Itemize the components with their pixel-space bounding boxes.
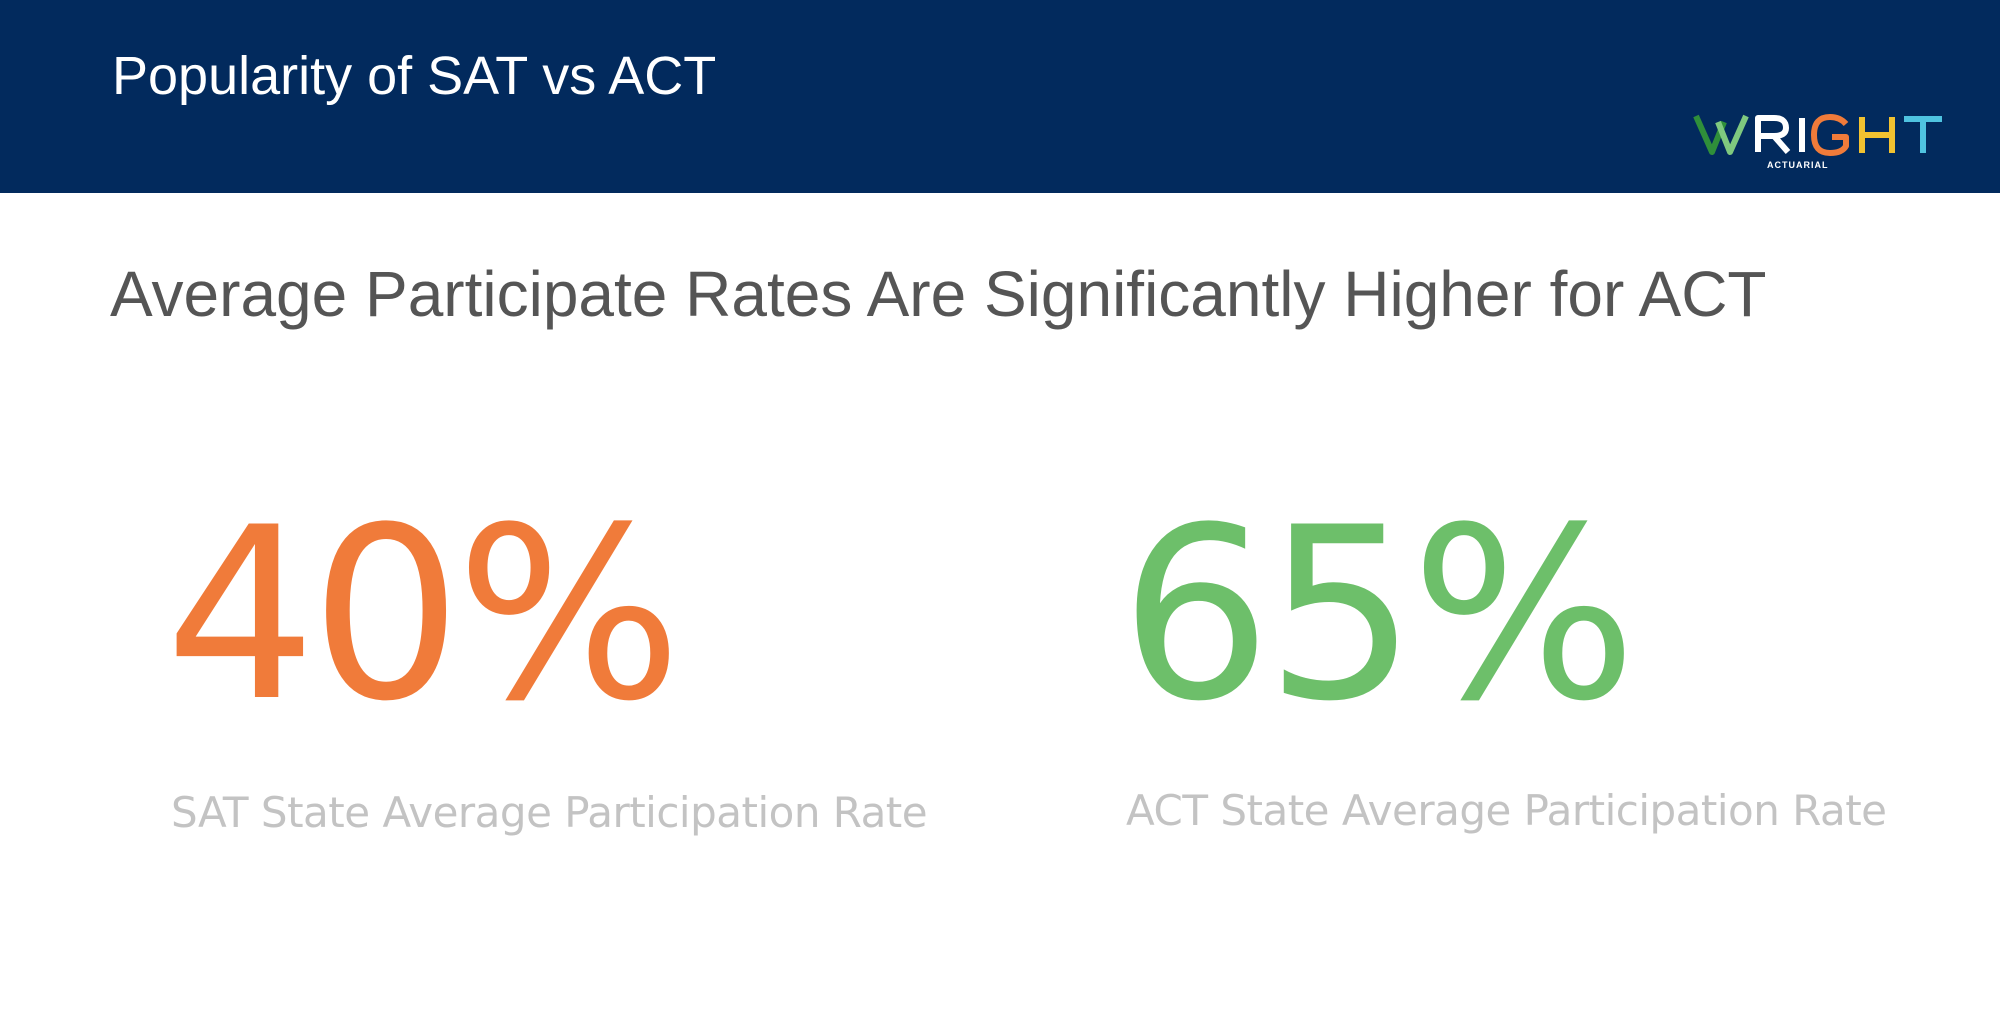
wright-actuarial-logo: ACTUARIAL (1690, 108, 1970, 174)
logo-w-right (1715, 114, 1749, 155)
header-band (0, 0, 2000, 193)
logo-r (1755, 115, 1791, 154)
slide-subtitle: Average Participate Rates Are Significan… (110, 258, 1767, 330)
sat-participation-stat: 40% (165, 477, 682, 754)
logo-svg: ACTUARIAL (1693, 114, 1942, 170)
slide-title: Popularity of SAT vs ACT (112, 46, 717, 106)
logo-g (1811, 114, 1849, 156)
act-participation-stat: 65% (1120, 477, 1637, 754)
logo-subtext: ACTUARIAL (1767, 160, 1829, 170)
sat-participation-caption: SAT State Average Participation Rate (171, 788, 928, 837)
act-participation-caption: ACT State Average Participation Rate (1126, 786, 1887, 835)
